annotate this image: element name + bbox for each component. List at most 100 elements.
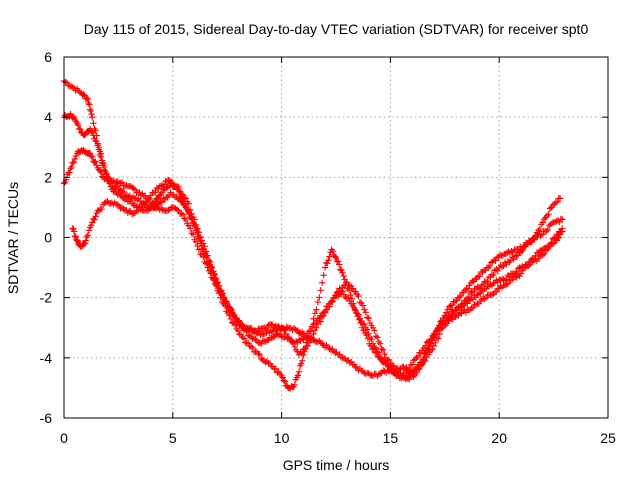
- data-point: [179, 211, 187, 218]
- data-point: [131, 186, 139, 193]
- data-point: [188, 229, 195, 237]
- data-point: [72, 152, 80, 160]
- data-point: [436, 330, 443, 338]
- data-point: [73, 236, 80, 243]
- axis-ticks: [63, 56, 609, 419]
- data-point: [504, 280, 512, 288]
- data-point: [187, 225, 194, 232]
- data-point: [142, 192, 149, 199]
- data-point: [469, 288, 477, 295]
- data-point: [197, 233, 204, 241]
- data-point: [507, 257, 515, 264]
- data-point: [314, 298, 322, 306]
- data-point: [455, 304, 462, 312]
- data-point: [366, 334, 374, 342]
- data-point: [181, 215, 188, 222]
- data-point: [377, 354, 384, 361]
- x-tick-label: 25: [600, 430, 616, 446]
- data-point: [355, 292, 362, 300]
- data-point: [340, 354, 348, 362]
- data-point: [488, 291, 496, 299]
- data-point: [72, 233, 79, 240]
- data-point: [388, 363, 396, 370]
- data-point: [475, 289, 483, 297]
- data-point: [120, 205, 127, 213]
- data-point: [536, 252, 544, 260]
- data-point: [298, 350, 306, 357]
- data-point: [247, 343, 255, 350]
- data-point: [466, 289, 474, 297]
- data-point: [80, 90, 87, 98]
- data-point: [362, 309, 369, 316]
- data-point: [188, 210, 195, 218]
- data-point: [160, 195, 167, 202]
- data-point: [173, 206, 181, 213]
- data-point: [536, 225, 544, 233]
- data-point: [281, 327, 288, 334]
- data-point: [87, 107, 95, 115]
- data-point: [229, 311, 236, 318]
- data-point: [432, 331, 439, 338]
- data-point: [294, 348, 301, 355]
- data-point: [182, 195, 190, 202]
- data-point: [69, 83, 76, 91]
- data-point: [448, 308, 455, 315]
- x-axis-label: GPS time / hours: [283, 457, 390, 473]
- data-point: [411, 366, 419, 374]
- data-point: [506, 249, 514, 256]
- data-point: [361, 321, 368, 328]
- data-point: [307, 335, 314, 342]
- data-point: [490, 271, 497, 279]
- data-point: [530, 256, 538, 264]
- data-point: [189, 231, 197, 238]
- data-point: [245, 332, 252, 339]
- data-point: [311, 310, 319, 317]
- data-point: [274, 369, 281, 376]
- data-point: [545, 244, 552, 252]
- data-point: [295, 368, 303, 376]
- data-point: [175, 183, 182, 191]
- data-point: [445, 313, 452, 320]
- data-point: [118, 179, 126, 186]
- y-tick-label: -4: [40, 350, 53, 366]
- data-point: [465, 293, 472, 301]
- data-point: [89, 113, 96, 121]
- data-point: [245, 326, 252, 333]
- data-point: [85, 227, 93, 234]
- data-point: [397, 371, 404, 379]
- data-point: [494, 267, 501, 275]
- data-point: [511, 270, 519, 277]
- data-point: [363, 314, 371, 321]
- data-point: [69, 159, 76, 167]
- data-point: [325, 257, 332, 264]
- data-point: [429, 337, 436, 344]
- data-point: [308, 334, 316, 341]
- data-point: [427, 340, 435, 348]
- data-point: [352, 363, 359, 371]
- data-point: [406, 368, 413, 375]
- data-point: [86, 150, 94, 157]
- data-point: [553, 218, 560, 225]
- data-point: [517, 270, 525, 277]
- data-point: [456, 294, 463, 301]
- data-point: [540, 215, 548, 223]
- y-tick-label: 4: [44, 109, 52, 125]
- data-point: [439, 319, 446, 327]
- data-point: [310, 330, 317, 338]
- data-point: [88, 152, 95, 160]
- data-point: [417, 360, 425, 368]
- data-point: [442, 313, 449, 321]
- x-tick-label: 15: [383, 430, 399, 446]
- data-point: [116, 185, 124, 193]
- data-point: [166, 177, 174, 184]
- data-point: [513, 268, 520, 275]
- data-point: [411, 356, 419, 363]
- data-point: [447, 302, 454, 309]
- data-point: [377, 370, 384, 377]
- data-point: [301, 333, 309, 340]
- data-point: [475, 283, 483, 291]
- data-point: [83, 94, 91, 102]
- data-point: [123, 182, 130, 189]
- data-point: [245, 340, 252, 347]
- data-point: [299, 357, 306, 364]
